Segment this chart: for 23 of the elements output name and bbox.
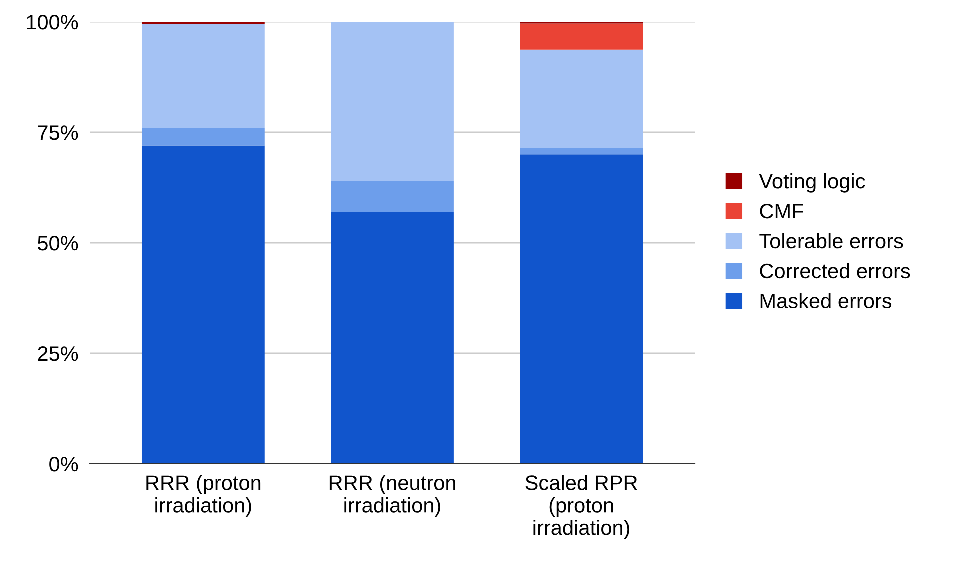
x-tick-label: RRR (proton irradiation)	[146, 475, 261, 517]
bar	[520, 148, 644, 155]
legend-label: Corrected errors	[760, 263, 910, 279]
y-tick-label: 75%	[38, 126, 78, 140]
bar	[331, 212, 454, 464]
bar	[520, 50, 644, 148]
legend-label: Voting logic	[759, 173, 866, 193]
y-tick-label: 0%	[50, 457, 78, 472]
legend-label: CMF	[760, 204, 804, 219]
x-tick-label: Scaled RPR (proton irradiation)	[526, 475, 638, 540]
bar	[520, 24, 644, 50]
bar	[142, 24, 265, 128]
y-tick-label: 100%	[27, 15, 78, 30]
legend-label: Masked errors	[760, 293, 892, 309]
bar	[520, 154, 644, 464]
legend-label: Tolerable errors	[760, 233, 904, 249]
y-tick-label: 25%	[38, 346, 78, 362]
bar	[331, 181, 454, 212]
bar	[142, 128, 265, 146]
bar	[142, 146, 265, 464]
x-tick-label: RRR (neutron irradiation)	[330, 475, 456, 517]
bar	[331, 22, 454, 182]
y-tick-label: 50%	[38, 236, 78, 251]
